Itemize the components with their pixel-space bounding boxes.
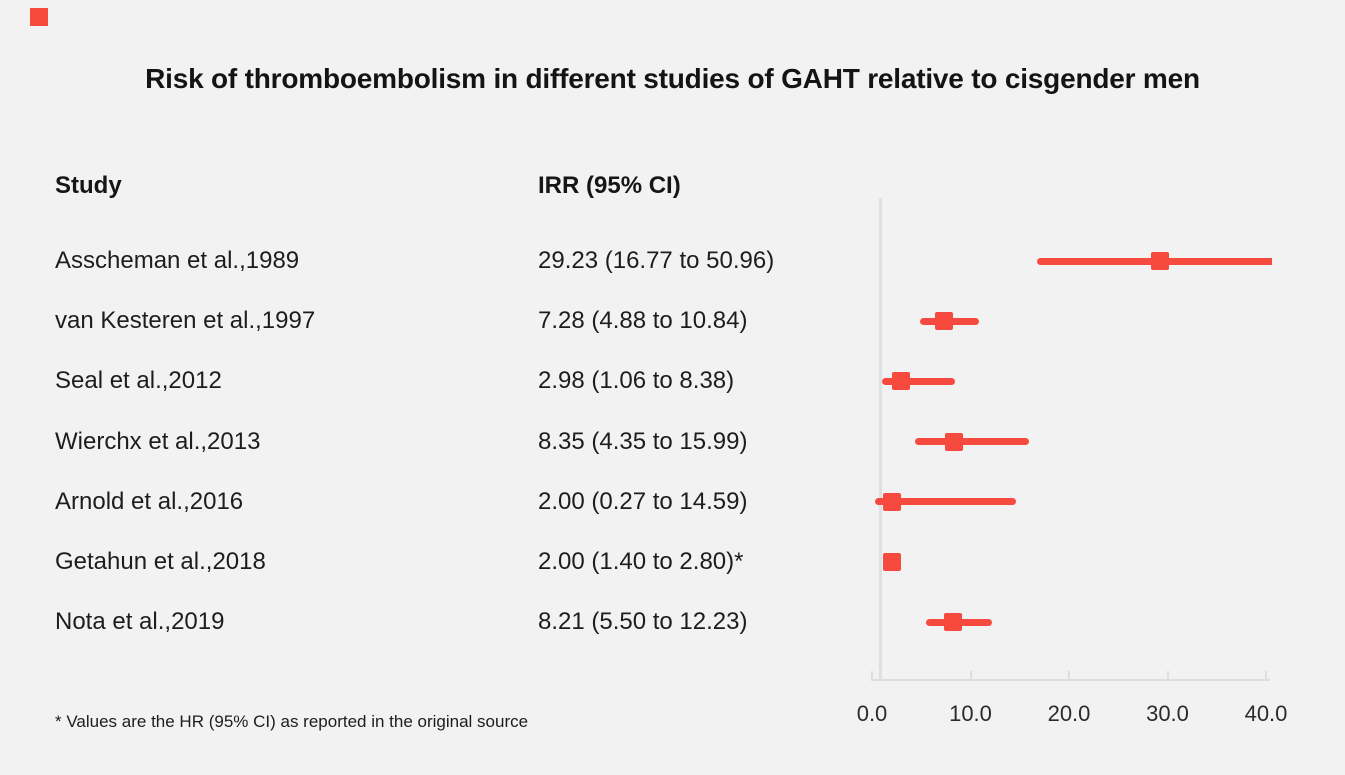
x-axis-tick-label: 20.0 <box>1047 701 1091 726</box>
x-axis-tick-label: 0.0 <box>856 701 888 726</box>
irr-value: 2.00 (0.27 to 14.59) <box>538 487 748 515</box>
irr-point-marker <box>892 372 911 391</box>
brand-square-icon <box>30 8 48 26</box>
study-column-header: Study <box>55 172 122 199</box>
study-name: Arnold et al.,2016 <box>55 487 244 515</box>
irr-value: 7.28 (4.88 to 10.84) <box>538 307 748 335</box>
irr-point-marker <box>882 552 901 571</box>
irr-value: 2.00 (1.40 to 2.80)* <box>538 547 744 575</box>
irr-point-marker <box>943 613 962 632</box>
chart-title: Risk of thromboembolism in different stu… <box>145 63 1200 94</box>
irr-value: 29.23 (16.77 to 50.96) <box>538 247 775 274</box>
footnote: * Values are the HR (95% CI) as reported… <box>55 712 529 731</box>
ci-bar <box>882 377 955 385</box>
study-name: Wierchx et al.,2013 <box>55 427 261 455</box>
reference-line <box>879 198 882 679</box>
ci-bar <box>914 438 1030 445</box>
x-axis-tick <box>969 671 972 680</box>
irr-point-marker <box>934 312 953 331</box>
x-axis-line <box>871 679 1270 681</box>
irr-point-marker <box>1150 252 1169 270</box>
study-name: Getahun et al.,2018 <box>55 547 266 575</box>
x-axis-tick <box>1068 671 1070 680</box>
study-name: Seal et al.,2012 <box>55 367 222 395</box>
study-name: Nota et al.,2019 <box>55 608 225 636</box>
x-axis-tick <box>871 671 873 680</box>
irr-point-marker <box>882 492 901 511</box>
x-axis-tick <box>1166 671 1169 680</box>
irr-point-marker <box>945 432 964 451</box>
irr-value: 8.35 (4.35 to 15.99) <box>538 427 748 455</box>
x-axis-tick <box>1265 671 1267 680</box>
irr-column-header: IRR (95% CI) <box>538 172 681 199</box>
x-axis-tick-label: 10.0 <box>949 701 992 726</box>
x-axis-tick-label: 30.0 <box>1146 701 1189 726</box>
ci-bar <box>874 498 1016 506</box>
x-axis-tick-label: 40.0 <box>1244 701 1288 726</box>
irr-value: 8.21 (5.50 to 12.23) <box>538 608 748 636</box>
study-name: van Kesteren et al.,1997 <box>55 307 316 335</box>
irr-value: 2.98 (1.06 to 8.38) <box>538 367 735 395</box>
study-name: Asscheman et al.,1989 <box>55 247 300 274</box>
